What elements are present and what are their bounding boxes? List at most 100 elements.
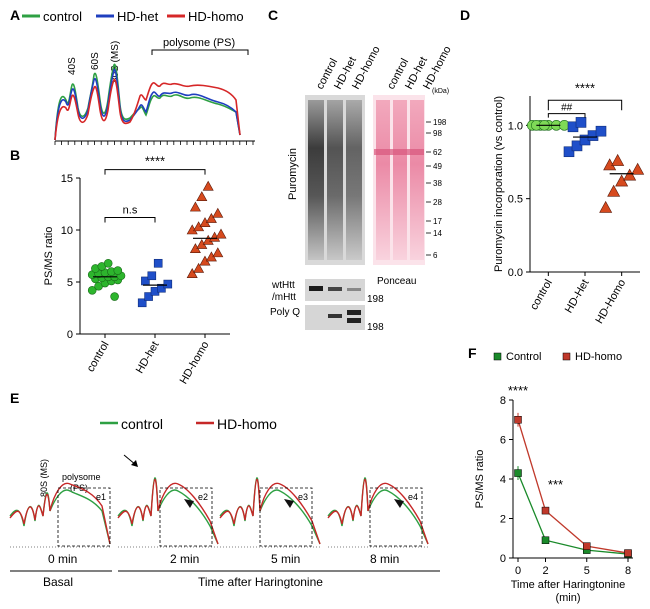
panel-f: F 0 2 4 6 8 0 2 5 8 PS/MS ratio Time after Haringt… [468,345,633,604]
data-point [196,191,208,202]
y-tick-label: 0 [67,329,73,341]
panel-a-trace-hd-homo [54,78,241,141]
panel-a-trace-control [54,63,241,141]
data-point [113,266,123,275]
x-tick-label: 5 [584,565,590,577]
data-point [103,258,113,268]
e-box [259,487,313,547]
puromycin-label: Puromycin [287,148,299,200]
data-point [212,247,224,258]
e-time-8: 8 min [370,552,399,566]
panel-c-letter: C [268,7,278,23]
sig-bracket [104,169,206,175]
htt-band-control [309,286,323,291]
mw-marker-label: 28 [433,198,442,207]
mw-marker-label: 62 [433,148,442,157]
x-tick-label: HD-homo [178,340,212,387]
data-point [205,212,217,223]
e-box-label: e3 [298,492,308,502]
y-tick-label: 15 [61,173,73,185]
panel-a-trace-hd-het [54,68,241,141]
x-tick-label: 2 [542,565,548,577]
sig-label-0: **** [508,383,528,398]
ns-label: n.s [123,205,138,217]
hash-bracket [547,113,586,118]
e-trace-hd-homo [327,478,429,545]
mw-marker-label: 6 [433,251,438,260]
mw-marker-label: 98 [433,129,442,138]
puromycin-lane-hdhet [327,100,343,260]
f-legend-homo: HD-homo [575,351,622,363]
puromycin-lane-hdhomo [346,100,362,260]
x-axis-label-2: (min) [555,592,580,604]
data-point [631,162,645,175]
e-time-2: 2 min [170,552,199,566]
panel-a-legend: control HD-het HD-homo [22,9,244,24]
peak-label-80s: 80S (MS) [110,41,121,83]
panel-c: C control HD-het HD-homo control HD-het … [268,7,454,333]
data-point [514,416,522,424]
mw-marker-label: 38 [433,179,442,188]
mw-marker-label: 14 [433,229,442,238]
y-tick-label: 0 [500,553,506,565]
x-tick-label: HD-het [134,340,162,376]
data-point [607,184,621,197]
htt-band-hdhomo [347,288,361,291]
data-point [623,168,637,181]
htt-mw-198: 198 [367,294,384,305]
polyq-label: Poly Q [270,307,300,318]
e-group-basal: Basal [43,575,73,589]
e-profiles: e1 e2 e3 e4 [9,454,430,548]
e-group-time: Time after Haringtonine [198,575,323,589]
data-point [144,292,153,301]
x-axis-label-1: Time after Haringtonine [511,579,626,591]
data-point [615,174,629,187]
data-point [575,117,587,128]
ponceau-band [374,149,424,155]
e-ms-label: 80S (MS) [39,459,49,497]
panel-b-letter: B [10,147,20,163]
peak-label-40s: 40S [67,57,78,75]
y-tick-label: 10 [61,225,73,237]
data-point [583,542,591,550]
y-tick-label: 0.0 [508,267,523,279]
data-point [563,146,575,158]
e-legend-hd-homo: HD-homo [217,416,277,432]
data-point [541,536,550,544]
legend-hd-het: HD-het [117,9,159,24]
puromycin-lane-control [308,100,324,260]
data-point [110,292,119,301]
panel-b: B 0 5 10 15 PS/MS ratio control HD-het HD-homo n… [10,147,230,386]
mw-marker-label: 17 [433,217,442,226]
e-arrow-head [131,460,138,467]
panel-d-letter: D [460,7,470,23]
ponceau-lane-hdhomo [410,100,424,260]
data-point [153,258,163,268]
x-tick-label: 8 [625,565,631,577]
sig-bracket [547,99,623,111]
e-box [369,487,423,547]
x-tick-label: HD-Homo [593,278,628,326]
peak-label-60s: 60S [90,52,101,70]
polyq-band-hdhet [328,314,342,318]
e-time-5: 5 min [271,552,300,566]
y-tick-label: 0.5 [508,194,523,206]
y-tick-label: 2 [500,514,506,526]
e-legend-control: control [121,416,163,432]
mw-marker-label: 49 [433,162,442,171]
polysome-bracket [151,49,249,55]
ns-bracket [104,217,156,223]
series-line [517,472,629,555]
e-trace-hd-homo [219,478,321,545]
e-arrowhead [184,499,194,508]
htt-label-2: /mHtt [272,292,296,303]
legend-hd-homo: HD-homo [188,9,244,24]
polysome-label: polysome (PS) [163,37,235,49]
e-box-label: e1 [96,492,106,502]
e-trace-hd-homo [9,482,111,545]
data-point [611,153,625,166]
x-tick-label: HD-Het [563,278,592,316]
panel-a: A control HD-het HD-homo 40S 60S 80S (MS… [10,7,255,145]
y-tick-label: 6 [500,435,506,447]
